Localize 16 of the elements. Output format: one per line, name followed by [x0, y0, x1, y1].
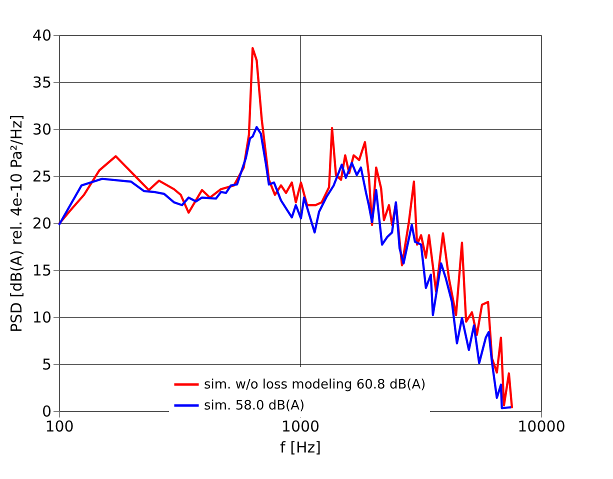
y-tick-label: 40 [32, 26, 52, 44]
legend-label: sim. 58.0 dB(A) [204, 398, 305, 414]
y-tick-label: 5 [42, 356, 52, 374]
y-tick-label: 30 [32, 120, 52, 138]
y-tick-label: 0 [42, 402, 52, 420]
y-axis-title: PSD [dB(A) rel. 4e-10 Pa²/Hz] [7, 114, 26, 332]
y-tick-label: 35 [32, 74, 52, 92]
y-tick-label: 10 [32, 308, 52, 326]
x-tick-label: 1000 [281, 418, 320, 436]
y-tick-label: 15 [32, 262, 52, 280]
x-axis-title: f [Hz] [280, 438, 321, 456]
y-tick-label: 20 [32, 214, 52, 232]
legend-label: sim. w/o loss modeling 60.8 dB(A) [204, 378, 426, 392]
y-tick-label: 25 [32, 168, 52, 186]
x-tick-label: 10000 [518, 418, 566, 436]
x-tick-label: 100 [45, 418, 74, 436]
